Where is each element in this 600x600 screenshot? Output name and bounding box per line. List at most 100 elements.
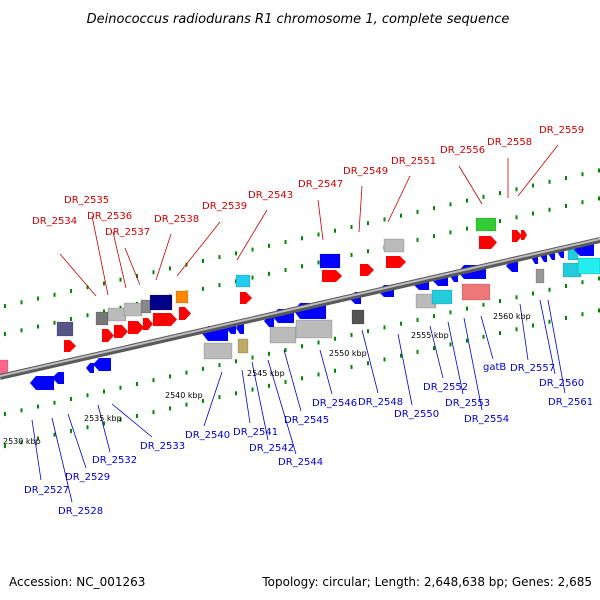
leader-line-28 bbox=[463, 317, 483, 411]
tick-dot-outer-bottom bbox=[53, 432, 56, 437]
tick-dot-inner-top bbox=[86, 313, 89, 318]
gene-label-dr2532: DR_2532 bbox=[92, 455, 137, 466]
gene-label-dr2553: DR_2553 bbox=[445, 398, 490, 409]
gene-label-dr2536: DR_2536 bbox=[87, 211, 132, 222]
tick-dot-inner-bottom bbox=[334, 336, 336, 341]
leader-line-7 bbox=[317, 199, 324, 241]
tick-dot-inner-bottom bbox=[532, 291, 534, 296]
gene-label-dr2529: DR_2529 bbox=[65, 472, 110, 483]
tick-dot-outer-top bbox=[169, 266, 171, 271]
tick-dot-inner-bottom bbox=[515, 295, 518, 300]
scale-label-2535: 2535 kbp bbox=[84, 414, 122, 423]
tick-dot-inner-bottom bbox=[367, 329, 369, 334]
feature-block-40 bbox=[351, 309, 365, 325]
tick-dot-outer-bottom bbox=[400, 353, 402, 358]
gene-label-dr2551: DR_2551 bbox=[391, 156, 436, 167]
tick-dot-inner-bottom bbox=[301, 344, 303, 349]
feature-block-34 bbox=[237, 338, 249, 354]
gene-label-gatb: gatB bbox=[483, 362, 506, 373]
tick-dot-outer-bottom bbox=[449, 342, 452, 347]
feature-block-21 bbox=[475, 217, 497, 232]
tick-dot-inner-top bbox=[565, 203, 567, 208]
tick-dot-outer-bottom bbox=[268, 383, 270, 388]
gene-label-dr2556: DR_2556 bbox=[440, 145, 485, 156]
gene-label-dr2558: DR_2558 bbox=[487, 137, 532, 148]
tick-dot-outer-top bbox=[202, 258, 204, 263]
tick-dot-inner-bottom bbox=[449, 310, 452, 315]
tick-dot-outer-top bbox=[581, 172, 584, 177]
leader-line-10 bbox=[458, 165, 483, 205]
tick-dot-inner-bottom bbox=[86, 393, 89, 398]
tick-dot-outer-top bbox=[20, 300, 23, 305]
feature-block-11 bbox=[143, 318, 153, 330]
gene-label-dr2554: DR_2554 bbox=[464, 414, 509, 425]
leader-line-6 bbox=[236, 209, 268, 261]
tick-dot-outer-bottom bbox=[20, 440, 23, 445]
tick-dot-outer-bottom bbox=[532, 323, 534, 328]
tick-dot-outer-bottom bbox=[367, 361, 369, 366]
feature-block-39 bbox=[295, 319, 333, 339]
leader-line-5 bbox=[176, 221, 221, 277]
tick-dot-outer-bottom bbox=[37, 436, 39, 441]
tick-dot-inner-top bbox=[4, 332, 6, 337]
tick-dot-outer-top bbox=[4, 304, 6, 309]
tick-dot-inner-bottom bbox=[37, 404, 39, 409]
leader-line-3 bbox=[124, 247, 141, 286]
gene-label-dr2547: DR_2547 bbox=[298, 179, 343, 190]
tick-dot-inner-top bbox=[581, 200, 584, 205]
tick-dot-outer-bottom bbox=[185, 402, 188, 407]
tick-dot-outer-top bbox=[235, 251, 237, 256]
feature-block-2 bbox=[95, 311, 109, 326]
tick-dot-outer-bottom bbox=[235, 391, 237, 396]
gene-label-dr2528: DR_2528 bbox=[58, 506, 103, 517]
tick-dot-outer-top bbox=[334, 228, 336, 233]
feature-block-16 bbox=[319, 253, 341, 269]
leader-line-21 bbox=[267, 359, 297, 455]
feature-block-22 bbox=[479, 236, 497, 249]
feature-block-25 bbox=[0, 359, 9, 375]
tick-dot-inner-bottom bbox=[284, 348, 287, 353]
tick-dot-inner-bottom bbox=[317, 340, 320, 345]
tick-dot-outer-bottom bbox=[136, 413, 138, 418]
leader-line-27 bbox=[447, 321, 464, 395]
feature-block-19 bbox=[383, 238, 405, 253]
tick-dot-inner-bottom bbox=[499, 299, 501, 304]
tick-dot-inner-top bbox=[251, 275, 254, 280]
tick-dot-outer-top bbox=[53, 292, 56, 297]
tick-dot-outer-top bbox=[499, 191, 501, 196]
gene-label-dr2560: DR_2560 bbox=[539, 378, 584, 389]
leader-line-30 bbox=[519, 303, 529, 361]
feature-block-3 bbox=[107, 307, 127, 322]
tick-dot-outer-top bbox=[37, 296, 39, 301]
map-title: Deinococcus radiodurans R1 chromosome 1,… bbox=[87, 12, 510, 27]
feature-block-13 bbox=[179, 307, 191, 320]
leader-line-25 bbox=[397, 333, 413, 406]
tick-dot-inner-top bbox=[598, 196, 600, 201]
feature-block-48 bbox=[431, 289, 453, 305]
leader-line-32 bbox=[547, 299, 566, 394]
tick-dot-inner-top bbox=[119, 305, 122, 310]
gene-label-dr2534: DR_2534 bbox=[32, 216, 77, 227]
feature-block-9 bbox=[175, 290, 189, 304]
tick-dot-outer-bottom bbox=[218, 395, 221, 400]
tick-dot-inner-bottom bbox=[433, 314, 435, 319]
gene-label-dr2557: DR_2557 bbox=[510, 363, 555, 374]
tick-dot-outer-top bbox=[251, 247, 254, 252]
tick-dot-outer-bottom bbox=[251, 387, 254, 392]
scale-labels: 2530 kbp 2535 kbp 2540 kbp 2545 kbp 2550… bbox=[3, 312, 531, 446]
gene-label-dr2552: DR_2552 bbox=[423, 382, 468, 393]
feature-block-20 bbox=[386, 256, 406, 268]
tick-dot-inner-top bbox=[70, 317, 72, 322]
tick-dot-inner-bottom bbox=[4, 412, 6, 417]
tick-dot-outer-bottom bbox=[350, 364, 353, 369]
leader-line-24 bbox=[361, 329, 379, 394]
leader-line-8 bbox=[358, 185, 363, 233]
tick-dot-outer-bottom bbox=[499, 331, 501, 336]
gene-label-dr2550: DR_2550 bbox=[394, 409, 439, 420]
tick-dot-outer-top bbox=[565, 175, 567, 180]
feature-block-28 bbox=[93, 358, 111, 371]
tick-dot-outer-top bbox=[466, 198, 468, 203]
tick-dot-inner-bottom bbox=[136, 381, 138, 386]
scale-label-2545: 2545 kbp bbox=[247, 369, 285, 378]
tick-dot-inner-bottom bbox=[235, 359, 237, 364]
